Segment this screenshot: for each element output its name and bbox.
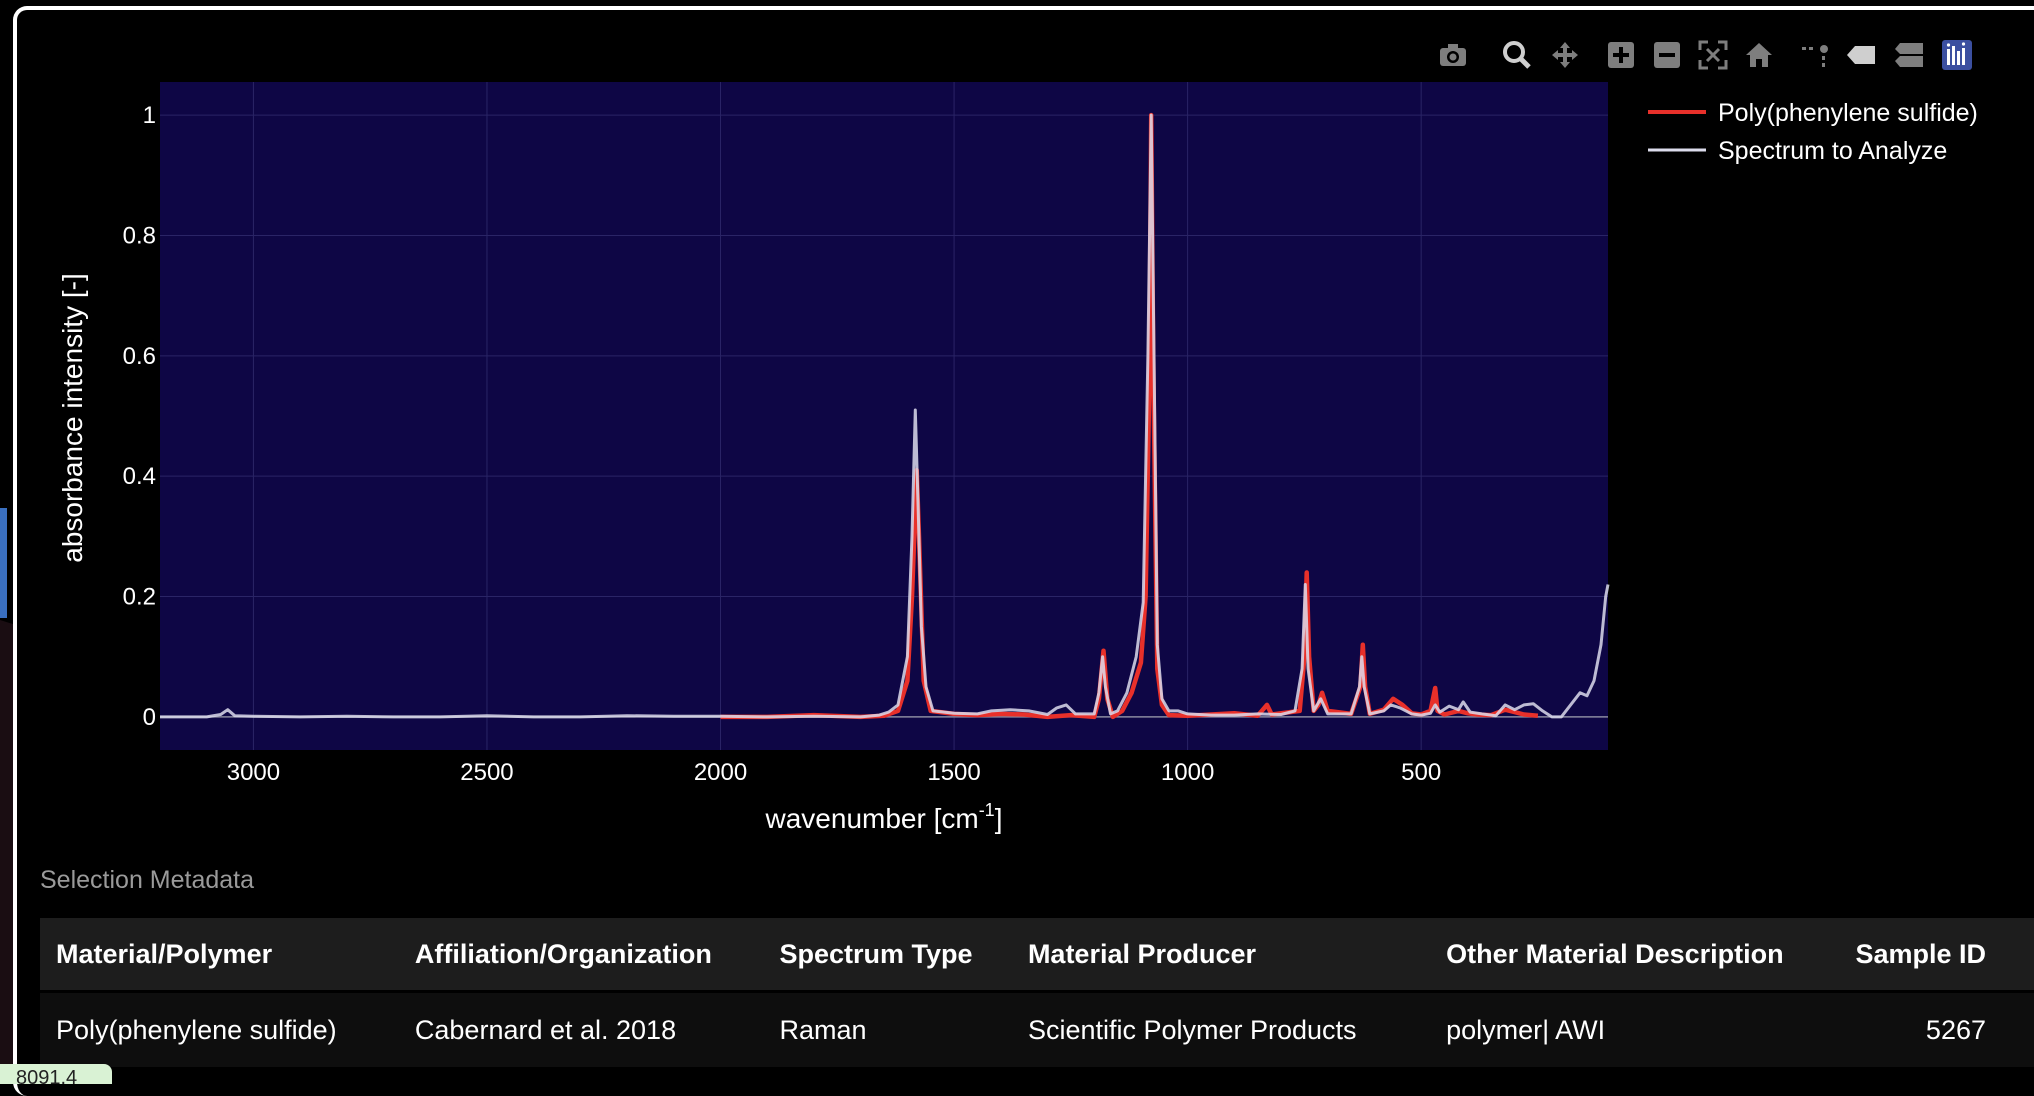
cell-affiliation: Cabernard et al. 2018 xyxy=(398,991,764,1067)
legend-label: Spectrum to Analyze xyxy=(1718,137,1947,165)
bottom-tag: 8091.4 xyxy=(0,1064,112,1084)
home-icon[interactable] xyxy=(1742,38,1776,72)
y-tick-label: 1 xyxy=(143,102,156,129)
header-sample-id[interactable]: Sample ID xyxy=(1839,918,2002,993)
metadata-table: Material/Polymer Affiliation/Organizatio… xyxy=(40,918,2034,1067)
x-tick-label: 2500 xyxy=(460,759,513,786)
x-tick-label: 500 xyxy=(1401,759,1441,786)
plot-area[interactable] xyxy=(160,82,1608,750)
y-tick-label: 0.8 xyxy=(123,222,156,249)
cell-spectrum-type: Raman xyxy=(763,991,1012,1067)
x-axis-ticks: 3000 2500 2000 1500 1000 500 xyxy=(227,759,1441,786)
header-filler xyxy=(2002,918,2034,993)
cell-material: Poly(phenylene sulfide) xyxy=(40,991,399,1067)
zoom-out-icon[interactable] xyxy=(1650,38,1684,72)
cell-description: polymer| AWI xyxy=(1430,991,1840,1067)
x-tick-label: 1500 xyxy=(927,759,980,786)
y-tick-label: 0 xyxy=(143,704,156,731)
y-axis-ticks: 0 0.2 0.4 0.6 0.8 1 xyxy=(123,102,156,731)
x-tick-label: 3000 xyxy=(227,759,280,786)
metadata-title: Selection Metadata xyxy=(40,866,255,894)
camera-icon[interactable] xyxy=(1436,38,1470,72)
legend-item[interactable]: Poly(phenylene sulfide) xyxy=(1648,99,1978,127)
cell-filler xyxy=(2002,991,2034,1067)
x-tick-label: 2000 xyxy=(694,759,747,786)
table-header-row: Material/Polymer Affiliation/Organizatio… xyxy=(40,918,2034,993)
plotly-logo-icon[interactable] xyxy=(1940,38,1974,72)
header-spectrum-type[interactable]: Spectrum Type xyxy=(763,918,1012,993)
zoom-icon[interactable] xyxy=(1500,38,1534,72)
sidebar-accent xyxy=(0,508,7,618)
x-axis-title: wavenumber [cm-1] xyxy=(765,800,1003,834)
cell-producer: Scientific Polymer Products xyxy=(1011,991,1431,1067)
series-line-1[interactable] xyxy=(160,113,1610,719)
cell-sample-id: 5267 xyxy=(1839,991,2002,1067)
spike-lines-icon[interactable] xyxy=(1798,38,1832,72)
table-row[interactable]: Poly(phenylene sulfide) Cabernard et al.… xyxy=(40,991,2034,1067)
zoom-in-icon[interactable] xyxy=(1604,38,1638,72)
legend-label: Poly(phenylene sulfide) xyxy=(1718,99,1978,127)
autoscale-icon[interactable] xyxy=(1696,38,1730,72)
y-tick-label: 0.2 xyxy=(123,584,156,611)
y-axis-title: absorbance intensity [-] xyxy=(57,273,88,563)
hover-compare-icon[interactable] xyxy=(1892,38,1926,72)
pan-icon[interactable] xyxy=(1548,38,1582,72)
header-affiliation[interactable]: Affiliation/Organization xyxy=(398,918,764,993)
header-description[interactable]: Other Material Description xyxy=(1430,918,1840,993)
header-producer[interactable]: Material Producer xyxy=(1011,918,1431,993)
header-material[interactable]: Material/Polymer xyxy=(40,918,399,993)
y-tick-label: 0.6 xyxy=(123,343,156,370)
legend-item[interactable]: Spectrum to Analyze xyxy=(1648,137,1947,165)
x-tick-label: 1000 xyxy=(1161,759,1214,786)
y-tick-label: 0.4 xyxy=(123,463,156,490)
legend[interactable]: Poly(phenylene sulfide) Spectrum to Analy… xyxy=(1648,99,1978,165)
hover-closest-icon[interactable] xyxy=(1844,38,1878,72)
series-group xyxy=(160,112,1610,720)
spectrum-chart: 3000 2500 2000 1500 1000 500 0 0.2 0.4 0.6 0.8 1 w… xyxy=(57,82,1978,834)
